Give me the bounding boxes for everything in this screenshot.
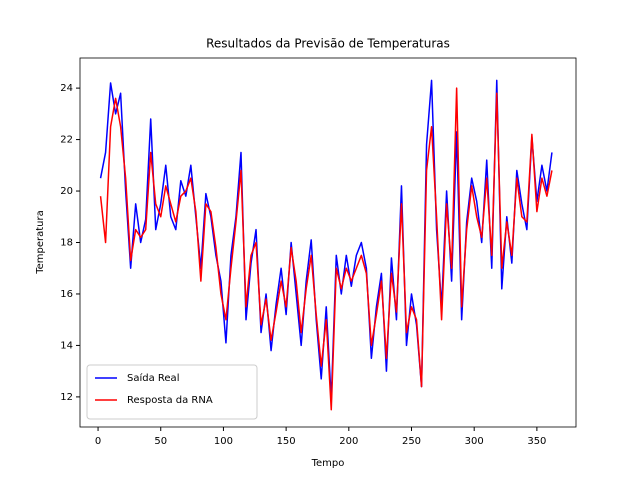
y-tick-label: 18 <box>60 238 73 249</box>
x-tick-label: 150 <box>277 436 296 447</box>
x-tick-label: 250 <box>402 436 421 447</box>
y-tick-label: 20 <box>60 186 73 197</box>
y-axis-label: Temperatura <box>35 210 46 275</box>
series-line <box>99 87 553 411</box>
chart-title: Resultados da Previsão de Temperaturas <box>206 37 450 51</box>
legend-label: Saída Real <box>127 372 179 384</box>
x-tick-label: 0 <box>95 436 101 447</box>
y-tick-label: 12 <box>60 392 73 403</box>
legend-label: Resposta da RNA <box>127 395 213 406</box>
x-tick-label: 100 <box>214 436 233 447</box>
plot-frame <box>79 57 577 428</box>
x-axis-label: Tempo <box>311 458 345 469</box>
x-tick-label: 350 <box>527 436 546 447</box>
y-tick-label: 14 <box>60 340 73 351</box>
y-tick-label: 16 <box>60 289 73 300</box>
x-tick-label: 200 <box>339 436 358 447</box>
x-tick-label: 300 <box>465 436 484 447</box>
y-tick-label: 24 <box>60 83 73 94</box>
y-tick-label: 22 <box>60 135 73 146</box>
legend-box <box>86 364 258 420</box>
x-tick-label: 50 <box>154 436 167 447</box>
series-line <box>99 79 553 401</box>
